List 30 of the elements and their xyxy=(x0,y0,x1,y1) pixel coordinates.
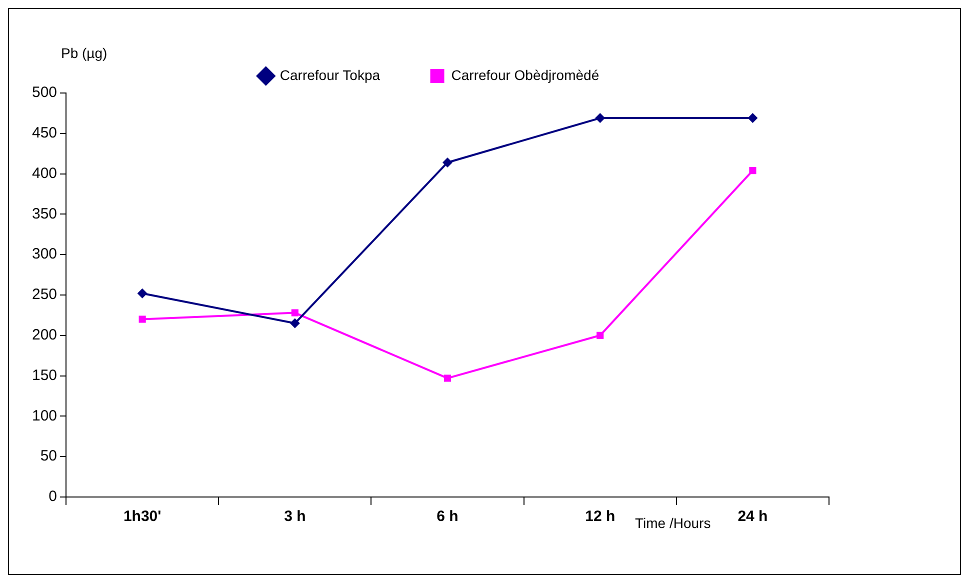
x-axis-title: Time /Hours xyxy=(635,515,711,531)
x-tick-label: 3 h xyxy=(284,508,306,526)
y-tick-label: 500 xyxy=(32,84,58,102)
y-tick-label: 450 xyxy=(32,124,58,142)
legend-label: Carrefour Obèdjromèdé xyxy=(451,66,600,83)
point xyxy=(749,167,756,174)
y-tick-label: 350 xyxy=(32,205,58,222)
x-tick-label: 24 h xyxy=(738,508,768,526)
y-tick-label: 150 xyxy=(32,366,58,384)
y-tick-label: 100 xyxy=(32,407,58,424)
point xyxy=(748,113,758,124)
point xyxy=(291,309,298,316)
y-tick-label: 250 xyxy=(32,286,58,304)
legend-label: Carrefour Tokpa xyxy=(280,66,380,83)
point xyxy=(138,316,146,323)
point xyxy=(442,157,453,168)
point xyxy=(595,113,606,124)
y-axis-title: Pb (µg) xyxy=(61,45,108,61)
y-tick-label: 50 xyxy=(40,448,58,465)
x-tick-label: 6 h xyxy=(436,508,458,526)
y-tick-label: 300 xyxy=(32,246,58,263)
y-tick-label: 0 xyxy=(48,488,58,506)
x-tick-label: 1h30' xyxy=(123,508,162,526)
y-tick-label: 400 xyxy=(32,164,58,182)
point xyxy=(596,332,604,339)
x-tick-label: 12 h xyxy=(585,508,616,526)
point xyxy=(444,374,452,382)
point xyxy=(137,288,148,298)
y-tick-label: 200 xyxy=(32,326,58,344)
point xyxy=(290,318,300,328)
